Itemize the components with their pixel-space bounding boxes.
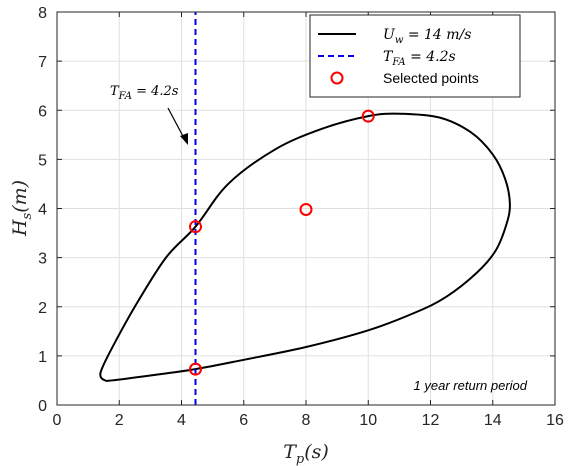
grid [57, 12, 555, 405]
legend-label-points: Selected points [383, 70, 479, 86]
x-tick-label: 16 [546, 412, 564, 429]
x-tick-label: 12 [422, 412, 440, 429]
annotation-arrow-shaft [167, 107, 186, 141]
legend-swatch-points [330, 71, 344, 85]
x-tick-label: 6 [239, 412, 248, 429]
legend-label-contour: Uw = 14 m/s [383, 27, 471, 46]
y-tick-label: 8 [38, 5, 47, 22]
selected-point-marker [189, 362, 203, 376]
selected-point-marker [361, 109, 375, 123]
x-tick-label: 8 [302, 412, 311, 429]
legend-box [309, 14, 521, 98]
legend: Uw = 14 m/s TFA = 4.2s Selected points [309, 14, 521, 98]
series-layer [99, 12, 511, 405]
x-axis-label: Tp(s) [283, 441, 329, 466]
contour-line-uw-14 [99, 112, 511, 382]
selected-point-marker [189, 220, 203, 234]
y-tick-label: 5 [38, 152, 47, 169]
y-tick-label: 7 [38, 54, 47, 71]
return-period-label: 1 year return period [414, 378, 528, 393]
x-tick-label: 0 [53, 412, 62, 429]
legend-label-tfa: TFA = 4.2s [383, 49, 456, 68]
tfa-annotation-label: TFA = 4.2s [110, 84, 179, 102]
x-tick-label: 10 [359, 412, 377, 429]
x-tick-label: 14 [484, 412, 502, 429]
y-tick-label: 0 [38, 398, 47, 415]
x-tick-label: 2 [115, 412, 124, 429]
y-tick-label: 1 [38, 349, 47, 366]
y-axis-label: Hs(m) [9, 180, 35, 237]
y-tick-label: 6 [38, 103, 47, 120]
y-tick-label: 2 [38, 300, 47, 317]
annotation-arrow-head [180, 133, 188, 145]
x-tick-label: 4 [177, 412, 186, 429]
y-tick-label: 4 [38, 202, 47, 219]
y-tick-label: 3 [38, 251, 47, 268]
selected-point-marker [299, 202, 313, 216]
